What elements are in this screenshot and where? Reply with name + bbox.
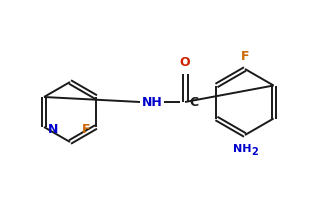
Text: NH: NH [142, 96, 162, 109]
Text: NH: NH [233, 143, 251, 153]
Text: N: N [48, 123, 58, 136]
Text: F: F [82, 123, 90, 136]
Text: 2: 2 [252, 146, 258, 156]
Text: C: C [189, 96, 198, 109]
Text: F: F [241, 50, 249, 63]
Text: O: O [180, 56, 190, 69]
